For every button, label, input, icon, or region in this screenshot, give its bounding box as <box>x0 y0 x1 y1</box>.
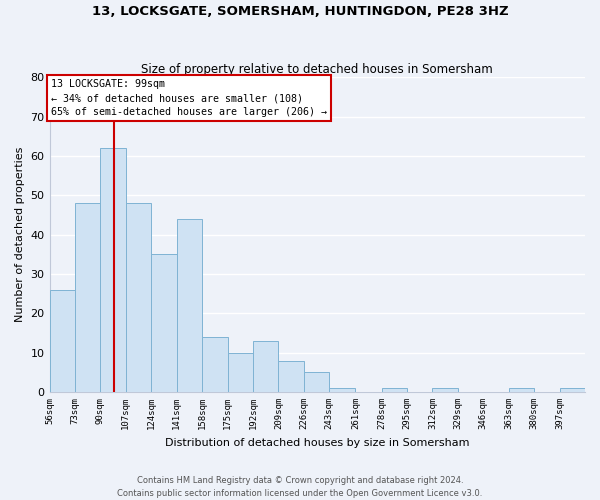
Text: Contains HM Land Registry data © Crown copyright and database right 2024.
Contai: Contains HM Land Registry data © Crown c… <box>118 476 482 498</box>
Bar <box>50 290 75 392</box>
Bar <box>278 360 304 392</box>
Text: 13, LOCKSGATE, SOMERSHAM, HUNTINGDON, PE28 3HZ: 13, LOCKSGATE, SOMERSHAM, HUNTINGDON, PE… <box>92 5 508 18</box>
Text: 13 LOCKSGATE: 99sqm
← 34% of detached houses are smaller (108)
65% of semi-detac: 13 LOCKSGATE: 99sqm ← 34% of detached ho… <box>51 79 327 117</box>
Bar <box>433 388 458 392</box>
Y-axis label: Number of detached properties: Number of detached properties <box>15 147 25 322</box>
Bar <box>329 388 355 392</box>
Bar <box>227 352 253 392</box>
Bar <box>253 341 278 392</box>
Bar <box>560 388 585 392</box>
Bar <box>151 254 176 392</box>
Bar <box>176 219 202 392</box>
Bar <box>75 203 100 392</box>
Bar <box>202 337 227 392</box>
Title: Size of property relative to detached houses in Somersham: Size of property relative to detached ho… <box>142 63 493 76</box>
Bar <box>100 148 126 392</box>
X-axis label: Distribution of detached houses by size in Somersham: Distribution of detached houses by size … <box>165 438 470 448</box>
Bar <box>509 388 534 392</box>
Bar <box>304 372 329 392</box>
Bar <box>382 388 407 392</box>
Bar <box>126 203 151 392</box>
